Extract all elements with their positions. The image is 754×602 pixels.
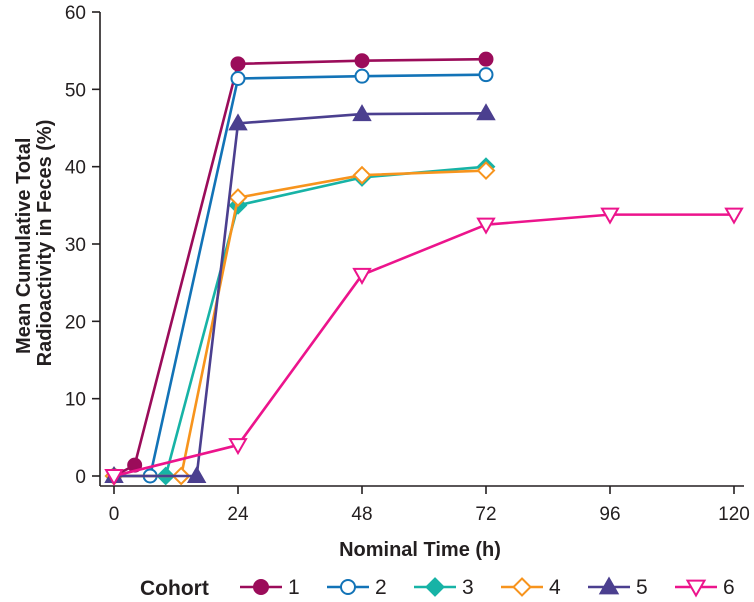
legend-label: 4 [549, 576, 561, 599]
data-point-cohort-5 [228, 113, 248, 131]
y-ticks: 0 10 20 30 40 50 60 [65, 3, 100, 488]
y-tick-label: 30 [65, 235, 86, 256]
legend-item-cohort-6: 6 [675, 576, 735, 599]
data-point-cohort-6 [600, 207, 620, 225]
legend-item-cohort-3: 3 [414, 576, 474, 599]
y-tick-label: 40 [65, 158, 86, 179]
data-point-cohort-1 [354, 53, 370, 69]
legend-marker [512, 577, 532, 597]
data-point-cohort-4 [352, 165, 372, 185]
data-point-cohort-6 [104, 469, 124, 487]
series-cohort-3 [104, 157, 496, 486]
y-tick-label: 50 [65, 80, 86, 101]
y-axis-title: Mean Cumulative Total Radioactivity in F… [13, 120, 56, 367]
series-cohort-6 [104, 207, 744, 487]
data-point-cohort-6 [476, 217, 496, 235]
legend-item-cohort-1: 1 [240, 576, 300, 599]
legend-marker [340, 579, 356, 595]
legend-item-cohort-4: 4 [501, 576, 561, 599]
x-tick-label: 72 [475, 504, 496, 525]
series-line-cohort-1 [113, 57, 487, 478]
data-point-cohort-6 [228, 438, 248, 456]
legend-marker [685, 579, 707, 598]
series-line-cohort-5 [114, 112, 487, 478]
y-tick-label: 0 [75, 467, 86, 488]
series-cohort-5 [104, 103, 496, 483]
x-tick-label: 120 [718, 504, 750, 525]
legend-marker [253, 579, 269, 595]
x-ticks: 0 24 48 72 96 120 [109, 486, 750, 525]
data-point-cohort-5 [186, 465, 207, 483]
series-line-cohort-4 [114, 169, 487, 478]
data-point-cohort-1 [230, 56, 246, 72]
y-axis-title-line-1: Mean Cumulative Total [13, 138, 35, 354]
data-point-cohort-4 [476, 161, 496, 180]
series-line-cohort-6 [113, 213, 734, 478]
legend-item-cohort-2: 2 [327, 576, 387, 599]
y-tick-label: 60 [65, 3, 86, 24]
legend: Cohort 1 2 3 4 5 6 [140, 576, 735, 600]
y-tick-label: 10 [65, 390, 86, 411]
data-point-cohort-6 [352, 267, 372, 285]
y-axis-title-line-2: Radioactivity in Feces (%) [34, 120, 56, 367]
x-axis-title: Nominal Time (h) [339, 539, 501, 561]
series-cohort-2 [106, 67, 494, 484]
legend-label: 2 [375, 576, 387, 599]
legend-label: 5 [636, 576, 648, 599]
legend-label: 6 [723, 576, 735, 599]
y-tick-label: 20 [65, 312, 86, 333]
legend-marker [425, 577, 445, 597]
legend-marker [598, 576, 620, 595]
series-cohort-4 [104, 161, 496, 486]
data-point-cohort-2 [230, 71, 246, 87]
legend-label: 3 [462, 576, 474, 599]
data-point-cohort-4 [228, 188, 248, 208]
series-line-cohort-3 [114, 165, 487, 478]
data-point-cohort-6 [724, 207, 744, 225]
legend-item-cohort-5: 5 [588, 576, 648, 599]
x-tick-label: 96 [599, 504, 620, 525]
data-point-cohort-2 [354, 68, 370, 84]
legend-label: 1 [288, 576, 300, 599]
data-point-cohort-5 [476, 103, 496, 121]
data-point-cohort-2 [478, 67, 494, 83]
x-tick-label: 0 [109, 504, 120, 525]
series-layer [104, 51, 744, 487]
x-tick-label: 48 [351, 504, 372, 525]
x-tick-label: 24 [227, 504, 249, 525]
series-line-cohort-2 [114, 73, 487, 478]
series-cohort-1 [106, 51, 494, 484]
legend-title: Cohort [140, 577, 209, 600]
data-point-cohort-5 [352, 104, 372, 122]
data-point-cohort-1 [478, 51, 494, 67]
